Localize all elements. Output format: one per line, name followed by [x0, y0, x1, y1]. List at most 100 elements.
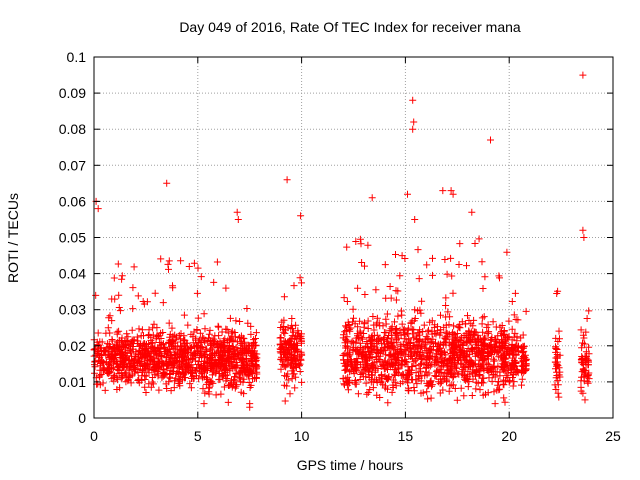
data-point: [242, 355, 250, 362]
data-point: [494, 381, 502, 389]
data-point: [346, 368, 354, 376]
data-point: [437, 378, 445, 386]
data-point: [472, 385, 480, 393]
data-point: [230, 355, 238, 363]
data-point: [479, 364, 487, 372]
data-point: [155, 339, 163, 346]
data-point: [445, 387, 453, 395]
data-point: [209, 379, 217, 387]
data-point: [384, 335, 391, 343]
data-point: [500, 394, 508, 402]
data-point: [583, 354, 591, 362]
data-point: [518, 375, 526, 383]
data-point: [150, 320, 158, 328]
data-point: [222, 325, 230, 333]
data-point: [386, 327, 394, 335]
data-point: [225, 342, 233, 350]
data-point: [478, 314, 486, 322]
data-point: [453, 364, 460, 372]
data-point: [578, 344, 586, 352]
data-point: [104, 324, 112, 332]
data-point: [201, 389, 209, 397]
data-point: [134, 292, 142, 300]
data-point: [354, 390, 362, 398]
data-point: [110, 377, 118, 385]
data-point: [368, 337, 376, 344]
data-point: [92, 291, 100, 299]
data-point: [226, 314, 234, 322]
y-tick-label: 0.1: [67, 49, 87, 65]
data-point: [363, 390, 371, 398]
data-point: [172, 336, 180, 344]
data-point: [104, 360, 112, 368]
data-point: [474, 331, 482, 339]
data-point: [396, 272, 404, 280]
data-point: [460, 371, 468, 379]
data-point: [362, 360, 370, 368]
data-point: [127, 379, 135, 387]
data-point: [225, 382, 232, 389]
data-point: [379, 322, 387, 330]
data-point: [370, 359, 378, 367]
data-point: [478, 258, 486, 266]
data-point: [463, 262, 470, 270]
data-point: [408, 355, 416, 363]
data-point: [354, 332, 361, 340]
data-point: [251, 353, 259, 361]
data-point: [490, 388, 498, 396]
data-point: [585, 343, 593, 351]
data-point: [428, 330, 436, 338]
data-point: [417, 367, 424, 375]
data-point: [176, 335, 184, 343]
data-point: [344, 386, 352, 394]
data-point: [97, 344, 105, 352]
data-point: [124, 333, 132, 341]
data-point: [298, 378, 306, 386]
data-point: [138, 326, 146, 334]
data-point: [471, 360, 479, 368]
data-point: [363, 338, 371, 345]
data-point: [503, 334, 511, 342]
data-point: [95, 352, 103, 359]
data-point: [449, 354, 457, 362]
data-point: [352, 338, 360, 346]
data-point: [290, 282, 298, 290]
data-point: [121, 354, 129, 362]
data-point: [129, 284, 137, 292]
data-point: [490, 355, 498, 363]
data-point: [484, 389, 492, 397]
data-point: [281, 372, 289, 380]
data-point: [440, 356, 448, 364]
data-point: [393, 348, 401, 356]
data-point: [223, 375, 231, 382]
data-point: [508, 345, 516, 353]
data-point: [521, 367, 529, 375]
data-point: [478, 337, 485, 345]
data-point: [411, 216, 419, 223]
data-point: [424, 335, 432, 343]
data-point: [209, 337, 217, 345]
data-point: [426, 345, 434, 353]
data-point: [383, 361, 391, 369]
data-point: [364, 344, 372, 352]
data-point: [476, 371, 484, 378]
data-point: [131, 369, 139, 377]
data-point: [442, 341, 450, 349]
data-point: [215, 332, 223, 340]
data-point: [224, 354, 232, 362]
data-point: [170, 384, 178, 392]
data-point: [475, 235, 483, 243]
data-point: [409, 330, 417, 338]
data-point: [554, 377, 562, 385]
data-point: [493, 368, 501, 376]
data-point: [397, 372, 405, 380]
data-point: [417, 377, 425, 385]
data-point: [177, 346, 185, 354]
data-point: [579, 226, 587, 234]
data-point: [385, 352, 393, 360]
chart-title: Day 049 of 2016, Rate Of TEC Index for r…: [179, 19, 521, 35]
data-point: [168, 342, 175, 350]
data-point: [287, 354, 295, 362]
data-point: [252, 361, 260, 368]
